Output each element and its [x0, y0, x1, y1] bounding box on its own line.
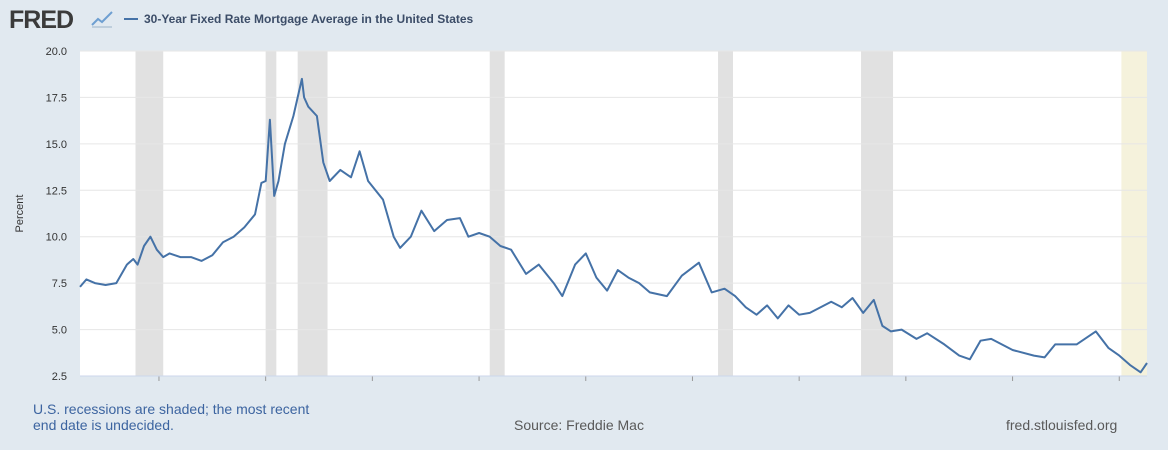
recession-band	[718, 51, 734, 376]
series-line	[79, 77, 1148, 374]
chart-legend: 30-Year Fixed Rate Mortgage Average in t…	[124, 12, 473, 26]
recession-band	[135, 51, 164, 376]
legend-swatch	[124, 18, 138, 20]
plot-area: 2.55.07.510.012.515.017.520.019751980198…	[14, 46, 1148, 383]
y-tick-label: 10.0	[46, 232, 67, 244]
recession-band	[297, 51, 328, 376]
chart-svg: 2.55.07.510.012.515.017.520.019751980198…	[14, 46, 1148, 383]
y-tick-label: 17.5	[46, 92, 67, 104]
y-axis-title: Percent	[14, 195, 26, 233]
legend-series-title[interactable]: 30-Year Fixed Rate Mortgage Average in t…	[144, 12, 474, 26]
y-tick-label: 15.0	[46, 139, 67, 151]
y-tick-label: 2.5	[52, 371, 67, 383]
y-tick-label: 7.5	[52, 278, 67, 290]
source-label: Source: Freddie Mac	[514, 417, 644, 433]
recession-note: U.S. recessions are shaded; the most rec…	[33, 401, 310, 433]
site-link[interactable]: fred.stlouisfed.org	[1006, 417, 1118, 433]
y-tick-label: 5.0	[52, 325, 67, 337]
chart-header: FRED 30-Year Fixed Rate Mortgage Average…	[0, 0, 1168, 40]
recession-band-undecided	[1121, 51, 1147, 376]
chart-line-icon	[90, 9, 114, 29]
recession-band	[489, 51, 505, 376]
fred-logo[interactable]: FRED	[9, 6, 74, 34]
recession-band	[265, 51, 277, 376]
recession-band	[861, 51, 894, 376]
y-tick-label: 12.5	[46, 185, 67, 197]
y-tick-label: 20.0	[46, 46, 67, 58]
plot-background	[80, 51, 1147, 376]
